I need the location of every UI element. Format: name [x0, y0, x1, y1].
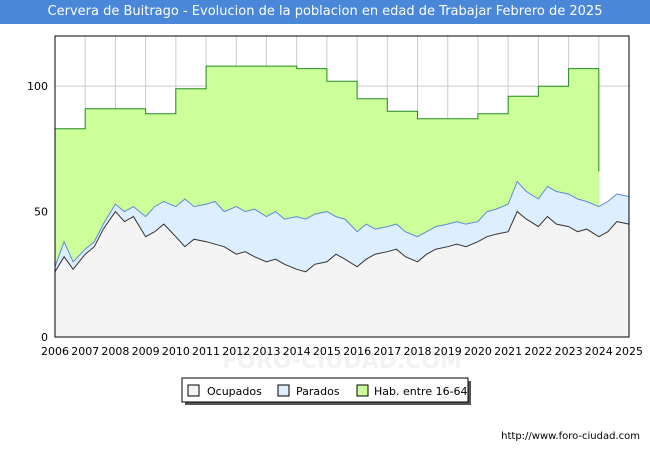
footer-url: http://www.foro-ciudad.com: [501, 431, 640, 442]
x-tick-label: 2023: [555, 345, 583, 358]
x-tick-label: 2011: [192, 345, 220, 358]
y-axis-labels: 0 50 100: [27, 80, 48, 344]
legend-label-ocupados: Ocupados: [207, 385, 262, 398]
plot-border: [54, 35, 630, 338]
x-tick-label: 2022: [524, 345, 552, 358]
x-tick-label: 2013: [252, 345, 280, 358]
chart-title: Cervera de Buitrago - Evolucion de la po…: [0, 0, 650, 24]
x-tick-label: 2016: [343, 345, 371, 358]
x-tick-label: 2012: [222, 345, 250, 358]
series-areas: [54, 65, 630, 337]
series-line-parados: [54, 180, 630, 267]
legend-swatch-ocupados: [187, 384, 200, 397]
x-tick-label: 2020: [464, 345, 492, 358]
y-tick-label: 0: [41, 331, 48, 344]
x-tick-label: 2019: [434, 345, 462, 358]
legend-label-hab: Hab. entre 16-64: [374, 385, 468, 398]
x-tick-label: 2007: [71, 345, 99, 358]
x-tick-label: 2025: [615, 345, 643, 358]
y-tick-label: 100: [27, 80, 48, 93]
legend-label-parados: Parados: [296, 385, 340, 398]
x-tick-label: 2014: [283, 345, 311, 358]
series-line-hab-entre-16-64: [55, 65, 600, 172]
x-tick-label: 2006: [41, 345, 69, 358]
x-tick-label: 2010: [162, 345, 190, 358]
series-area-ocupados: [55, 211, 629, 337]
series-line-ocupados: [54, 210, 630, 273]
x-tick-label: 2021: [494, 345, 522, 358]
x-tick-label: 2015: [313, 345, 341, 358]
x-tick-label: 2018: [404, 345, 432, 358]
legend-swatch-parados: [277, 384, 290, 397]
legend-box: [181, 377, 469, 403]
watermark: FORO-CIUDAD.COM: [222, 349, 462, 374]
x-axis-labels: 2006 2007 2008 2009 2010 2011 2012 2013 2014 2015…: [41, 345, 643, 358]
x-tick-label: 2008: [101, 345, 129, 358]
legend: Ocupados Parados Hab. entre 16-64: [181, 377, 471, 405]
x-tick-label: 2024: [585, 345, 613, 358]
y-tick-label: 50: [34, 206, 48, 219]
legend-swatch-hab: [356, 384, 369, 397]
x-tick-label: 2009: [132, 345, 160, 358]
x-tick-label: 2017: [373, 345, 401, 358]
